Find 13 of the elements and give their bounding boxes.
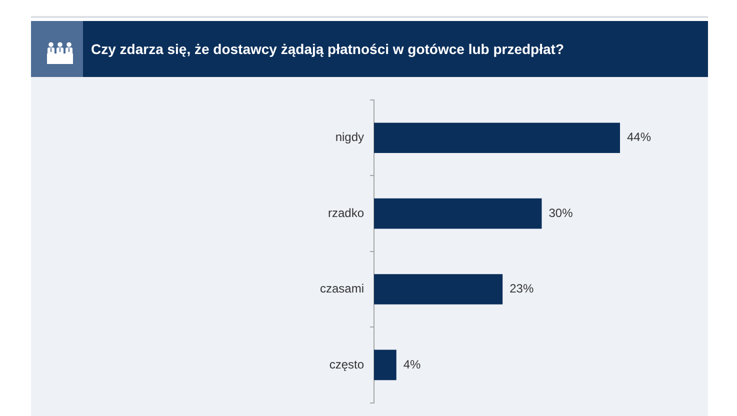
bar xyxy=(374,122,620,153)
bar xyxy=(374,350,396,380)
y-tick-label: czasami xyxy=(320,282,364,296)
y-tick-label: nigdy xyxy=(335,130,364,144)
data-label: 44% xyxy=(627,130,652,144)
y-tick-label: często xyxy=(329,357,364,372)
bar xyxy=(374,274,503,304)
y-tick-label: rzadko xyxy=(328,206,364,220)
bar xyxy=(374,198,542,229)
data-label: 23% xyxy=(510,282,534,296)
data-label: 4% xyxy=(403,357,422,372)
data-label: 30% xyxy=(548,206,574,220)
chart-title: Czy zdarza się, że dostawcy żądają płatności w gotówce lub przedpłat? xyxy=(91,41,564,58)
